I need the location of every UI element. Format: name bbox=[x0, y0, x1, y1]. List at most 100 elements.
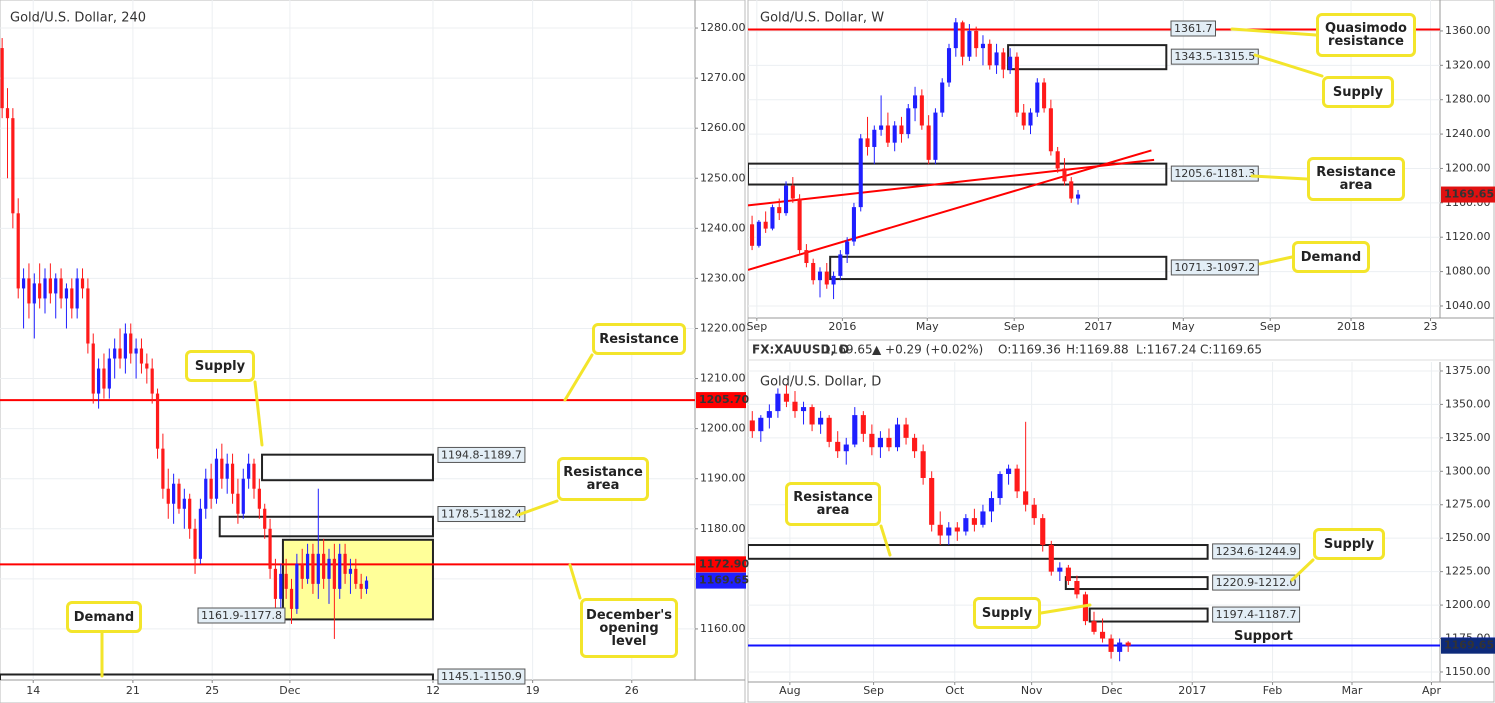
candle-body bbox=[1014, 468, 1020, 492]
candle-body bbox=[817, 271, 823, 281]
candle-body bbox=[354, 568, 358, 584]
price-tag bbox=[1441, 637, 1495, 654]
price-tag bbox=[1441, 186, 1495, 203]
candle-body bbox=[851, 207, 856, 242]
zone-label-box bbox=[437, 668, 526, 685]
candle-body bbox=[920, 451, 926, 478]
candle-body bbox=[1065, 567, 1071, 581]
zone-label-box bbox=[1170, 20, 1216, 37]
candle-body bbox=[225, 463, 229, 479]
candle-body bbox=[1023, 491, 1029, 505]
zone-label-box bbox=[1212, 606, 1301, 623]
annotation: Support bbox=[1234, 629, 1293, 644]
candle-body bbox=[912, 437, 918, 452]
zone-label-text: 1145.1-1150.9 bbox=[441, 670, 522, 683]
annotation: Supply bbox=[185, 350, 255, 382]
candle-body bbox=[838, 254, 843, 276]
candle-body bbox=[279, 573, 283, 599]
candle-body bbox=[102, 368, 106, 389]
x-tick-label: 2016 bbox=[828, 320, 856, 333]
candle-body bbox=[1108, 638, 1114, 652]
candle-body bbox=[32, 283, 36, 304]
header-text: O:1169.36 bbox=[998, 343, 1061, 357]
candle-body bbox=[16, 213, 20, 289]
candle-body bbox=[929, 477, 935, 525]
y-tick-label: 1250.00 bbox=[1445, 531, 1491, 544]
callout-pointer bbox=[568, 563, 582, 600]
candle-body bbox=[899, 125, 904, 135]
zone-label-text: 1071.3-1097.2 bbox=[1174, 261, 1255, 274]
candle-body bbox=[1031, 504, 1037, 519]
candle-body bbox=[777, 207, 782, 214]
zone bbox=[281, 538, 434, 621]
candle-body bbox=[64, 288, 69, 299]
candle-body bbox=[963, 518, 969, 532]
y-tick-label: 1200.00 bbox=[1445, 598, 1491, 611]
y-tick-label: 1240.00 bbox=[1445, 127, 1491, 140]
zone-label-text: 1205.6-1181.3 bbox=[1174, 167, 1255, 180]
annotation: Resistance area bbox=[557, 457, 649, 501]
candle-body bbox=[953, 22, 958, 49]
zone-label-box bbox=[1212, 574, 1301, 591]
candle-body bbox=[824, 271, 829, 285]
zone-label: 1361.7 bbox=[1170, 20, 1216, 37]
callout-pointer bbox=[1250, 174, 1309, 181]
candle-body bbox=[750, 224, 755, 246]
annotation: Demand bbox=[1292, 241, 1370, 273]
candle-body bbox=[172, 483, 176, 504]
zone-label-text: 1194.8-1189.7 bbox=[441, 448, 522, 461]
candle-body bbox=[797, 198, 802, 251]
candle-body bbox=[182, 498, 186, 509]
candle-body bbox=[913, 95, 918, 109]
candle-body bbox=[134, 348, 138, 354]
x-tick-label: 19 bbox=[526, 684, 540, 697]
candle-body bbox=[1048, 544, 1054, 572]
y-tick-label: 1210.00 bbox=[700, 372, 746, 385]
x-tick-label: Sep bbox=[863, 684, 884, 697]
candle-body bbox=[933, 112, 938, 160]
zone bbox=[829, 255, 1168, 281]
candle-body bbox=[860, 415, 866, 434]
zone-label: 1178.5-1182.4 bbox=[437, 506, 526, 523]
candle-body bbox=[86, 288, 90, 344]
candle-body bbox=[1069, 181, 1074, 199]
x-tick-label: 2017 bbox=[1084, 320, 1112, 333]
candle-body bbox=[1021, 112, 1026, 126]
chart-title: Gold/U.S. Dollar, W bbox=[760, 11, 884, 26]
zone-label-text: 1361.7 bbox=[1174, 22, 1213, 35]
candle-body bbox=[284, 573, 288, 589]
y-tick-label: 1180.00 bbox=[700, 522, 746, 535]
y-tick-label: 1300.00 bbox=[1445, 464, 1491, 477]
candle-body bbox=[80, 278, 85, 289]
candle-body bbox=[209, 478, 213, 499]
zone-label-box bbox=[1170, 259, 1259, 276]
candle-body bbox=[1099, 631, 1106, 639]
callout-pointer bbox=[516, 499, 559, 517]
candle-body bbox=[843, 444, 849, 452]
price-tag bbox=[696, 572, 746, 589]
x-tick-label: 2018 bbox=[1337, 320, 1365, 333]
price-tag bbox=[696, 556, 746, 573]
candle-body bbox=[971, 518, 977, 525]
price-tag-label: 1169.65 bbox=[1444, 639, 1494, 652]
header-text: H:1169.88 bbox=[1066, 343, 1129, 357]
y-tick-label: 1230.00 bbox=[700, 271, 746, 284]
trend-line bbox=[748, 149, 1152, 271]
candle-body bbox=[1125, 642, 1131, 646]
candle-body bbox=[311, 553, 315, 584]
candle-body bbox=[332, 558, 336, 589]
x-tick-label: May bbox=[1172, 320, 1195, 333]
candle-body bbox=[48, 278, 52, 294]
zone bbox=[218, 515, 434, 538]
y-tick-label: 1120.00 bbox=[1445, 230, 1491, 243]
candle-body bbox=[872, 129, 877, 147]
candle-body bbox=[322, 553, 326, 579]
candle-body bbox=[1055, 151, 1060, 169]
candle-body bbox=[11, 118, 15, 214]
candle-body bbox=[940, 82, 945, 113]
candle-body bbox=[1074, 580, 1080, 595]
candle-body bbox=[800, 407, 807, 412]
candle-body bbox=[289, 588, 294, 609]
candle-body bbox=[770, 207, 775, 229]
